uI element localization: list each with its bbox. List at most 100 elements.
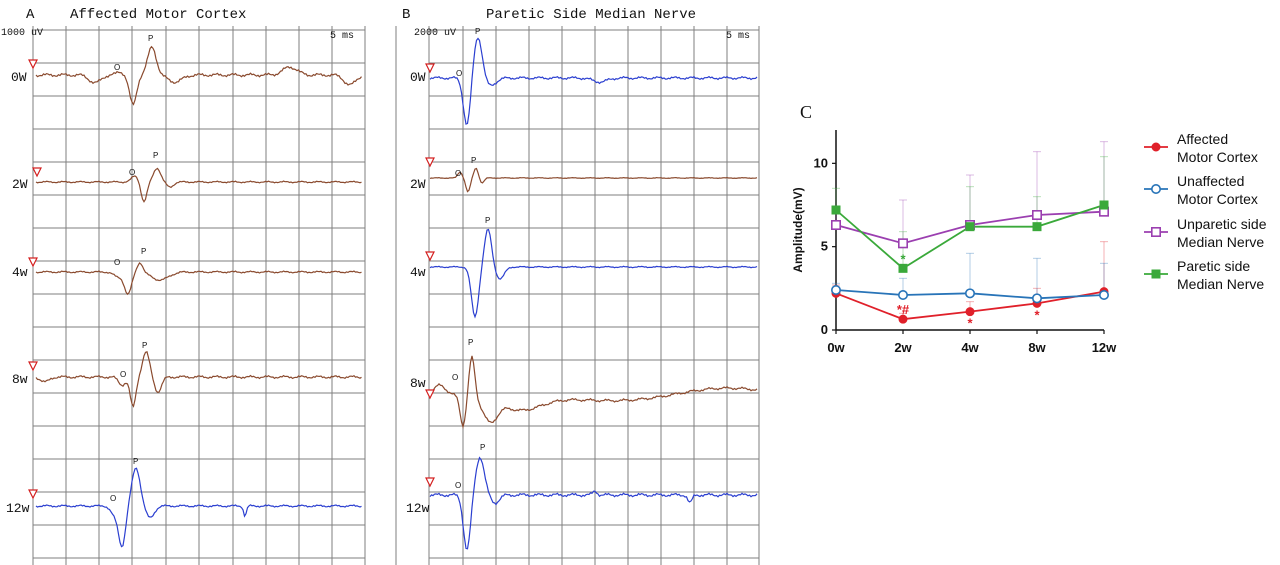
- data-point: [1031, 293, 1042, 304]
- peak-marker-a-8w: P: [142, 341, 147, 350]
- trace-label-a-12w: 12w: [6, 501, 30, 516]
- x-tick-label: 2w: [894, 340, 912, 355]
- legend-label: Motor Cortex: [1177, 191, 1258, 207]
- data-point: [965, 288, 976, 299]
- legend-label: Unaffected: [1177, 173, 1244, 189]
- y-tick-label: 5: [821, 239, 828, 254]
- data-point: [1151, 269, 1161, 279]
- significance-marker: *: [900, 251, 906, 266]
- data-point: [1151, 142, 1161, 152]
- trace-a-2w: [35, 167, 362, 203]
- legend-label: Median Nerve: [1177, 234, 1264, 250]
- panel-a-time: 5 ms: [330, 31, 354, 42]
- trace-a-0w: [35, 45, 362, 106]
- significance-marker: *#: [897, 302, 910, 317]
- onset-marker-a-2w: O: [129, 168, 135, 177]
- peak-marker-b-0w: P: [475, 27, 480, 36]
- stimulus-marker-5: [425, 63, 435, 74]
- trace-b-8w: [429, 355, 758, 430]
- amplitude-chart: C 0 5 10 0w 2w 4w 8w 12w Amplitude(mV) *# * * * Aff…: [791, 102, 1267, 355]
- onset-marker-a-0w: O: [114, 63, 120, 72]
- data-point: [830, 284, 841, 295]
- peak-marker-b-12w: P: [480, 443, 485, 452]
- legend-label: Median Nerve: [1177, 276, 1264, 292]
- x-tick-label: 4w: [961, 340, 979, 355]
- peak-marker-a-4w: P: [141, 247, 146, 256]
- x-tick-label: 12w: [1092, 340, 1117, 355]
- y-tick-label: 0: [821, 322, 828, 337]
- chart-axes: 0 5 10 0w 2w 4w 8w 12w Amplitude(mV): [791, 130, 1117, 355]
- trace-label-b-8w: 8w: [410, 376, 426, 391]
- panel-a-scale: 1000 uV: [1, 28, 43, 39]
- recording-traces: [28, 37, 758, 550]
- onset-marker-b-8w: O: [452, 373, 458, 382]
- panel-b-letter: B: [402, 7, 410, 23]
- trace-b-4w: [429, 228, 758, 319]
- data-point: [1098, 289, 1109, 300]
- trace-b-0w: [429, 37, 758, 125]
- onset-marker-a-12w: O: [110, 494, 116, 503]
- data-point: [965, 307, 975, 317]
- panel-a-title: Affected Motor Cortex: [70, 7, 246, 23]
- y-axis-label: Amplitude(mV): [791, 187, 805, 272]
- panel-c-letter: C: [800, 102, 812, 122]
- legend-label: Affected: [1177, 131, 1228, 147]
- data-point: [1032, 222, 1042, 232]
- data-point: [1099, 200, 1109, 210]
- trace-label-b-4w: 4w: [410, 265, 426, 280]
- trace-label-a-8w: 8w: [12, 372, 28, 387]
- onset-marker-b-0w: O: [456, 69, 462, 78]
- stimulus-marker-0: [28, 59, 38, 70]
- legend-label: Paretic side: [1177, 258, 1250, 274]
- peak-marker-b-8w: P: [468, 338, 473, 347]
- stimulus-marker-1: [32, 167, 42, 178]
- onset-marker-b-12w: O: [455, 481, 461, 490]
- onset-marker-b-2w: O: [455, 169, 461, 178]
- peak-marker-a-0w: P: [148, 34, 153, 43]
- panel-a-letter: A: [26, 7, 35, 23]
- data-point: [1150, 184, 1161, 195]
- panel-b-scale: 2000 uV: [414, 28, 456, 39]
- stimulus-marker-9: [425, 477, 435, 488]
- peak-marker-a-2w: P: [153, 151, 158, 160]
- trace-a-8w: [35, 350, 362, 408]
- stimulus-marker-6: [425, 157, 435, 168]
- recording-grid: [32, 26, 760, 565]
- data-point: [898, 263, 908, 273]
- legend-label: Unparetic side: [1177, 216, 1267, 232]
- onset-marker-a-4w: O: [114, 258, 120, 267]
- data-point: [1150, 227, 1161, 238]
- significance-marker: *: [967, 316, 973, 331]
- x-tick-label: 8w: [1028, 340, 1046, 355]
- stimulus-marker-4: [28, 489, 38, 500]
- data-point: [898, 238, 909, 249]
- trace-label-b-2w: 2W: [410, 177, 426, 192]
- data-point: [831, 205, 841, 215]
- stimulus-marker-8: [425, 389, 435, 400]
- panel-b-title: Paretic Side Median Nerve: [486, 7, 696, 23]
- peak-marker-a-12w: P: [133, 457, 138, 466]
- data-point: [898, 314, 908, 324]
- panel-b-time: 5 ms: [726, 31, 750, 42]
- emg-recordings: A Affected Motor Cortex 1000 uV 5 ms B P…: [1, 7, 760, 565]
- trace-label-b-12w: 12w: [406, 501, 430, 516]
- stimulus-marker-3: [28, 361, 38, 372]
- data-point: [1031, 210, 1042, 221]
- trace-label-b-0w: 0W: [410, 70, 426, 85]
- chart-legend: Affected Motor Cortex Unaffected Motor Cort…: [1144, 131, 1267, 292]
- legend-label: Motor Cortex: [1177, 149, 1258, 165]
- peak-marker-b-2w: P: [471, 156, 476, 165]
- trace-label-a-4w: 4w: [12, 265, 28, 280]
- data-point: [898, 289, 909, 300]
- trace-label-a-2w: 2W: [12, 177, 28, 192]
- trace-a-4w: [35, 261, 362, 296]
- significance-marker: *: [1034, 307, 1040, 322]
- onset-marker-a-8w: O: [120, 370, 126, 379]
- trace-b-12w: [429, 456, 758, 550]
- stimulus-marker-7: [425, 251, 435, 262]
- data-point: [965, 222, 975, 232]
- peak-marker-b-4w: P: [485, 216, 490, 225]
- chart-marks: *# * * *: [830, 141, 1109, 331]
- x-tick-label: 0w: [827, 340, 845, 355]
- data-point: [830, 220, 841, 231]
